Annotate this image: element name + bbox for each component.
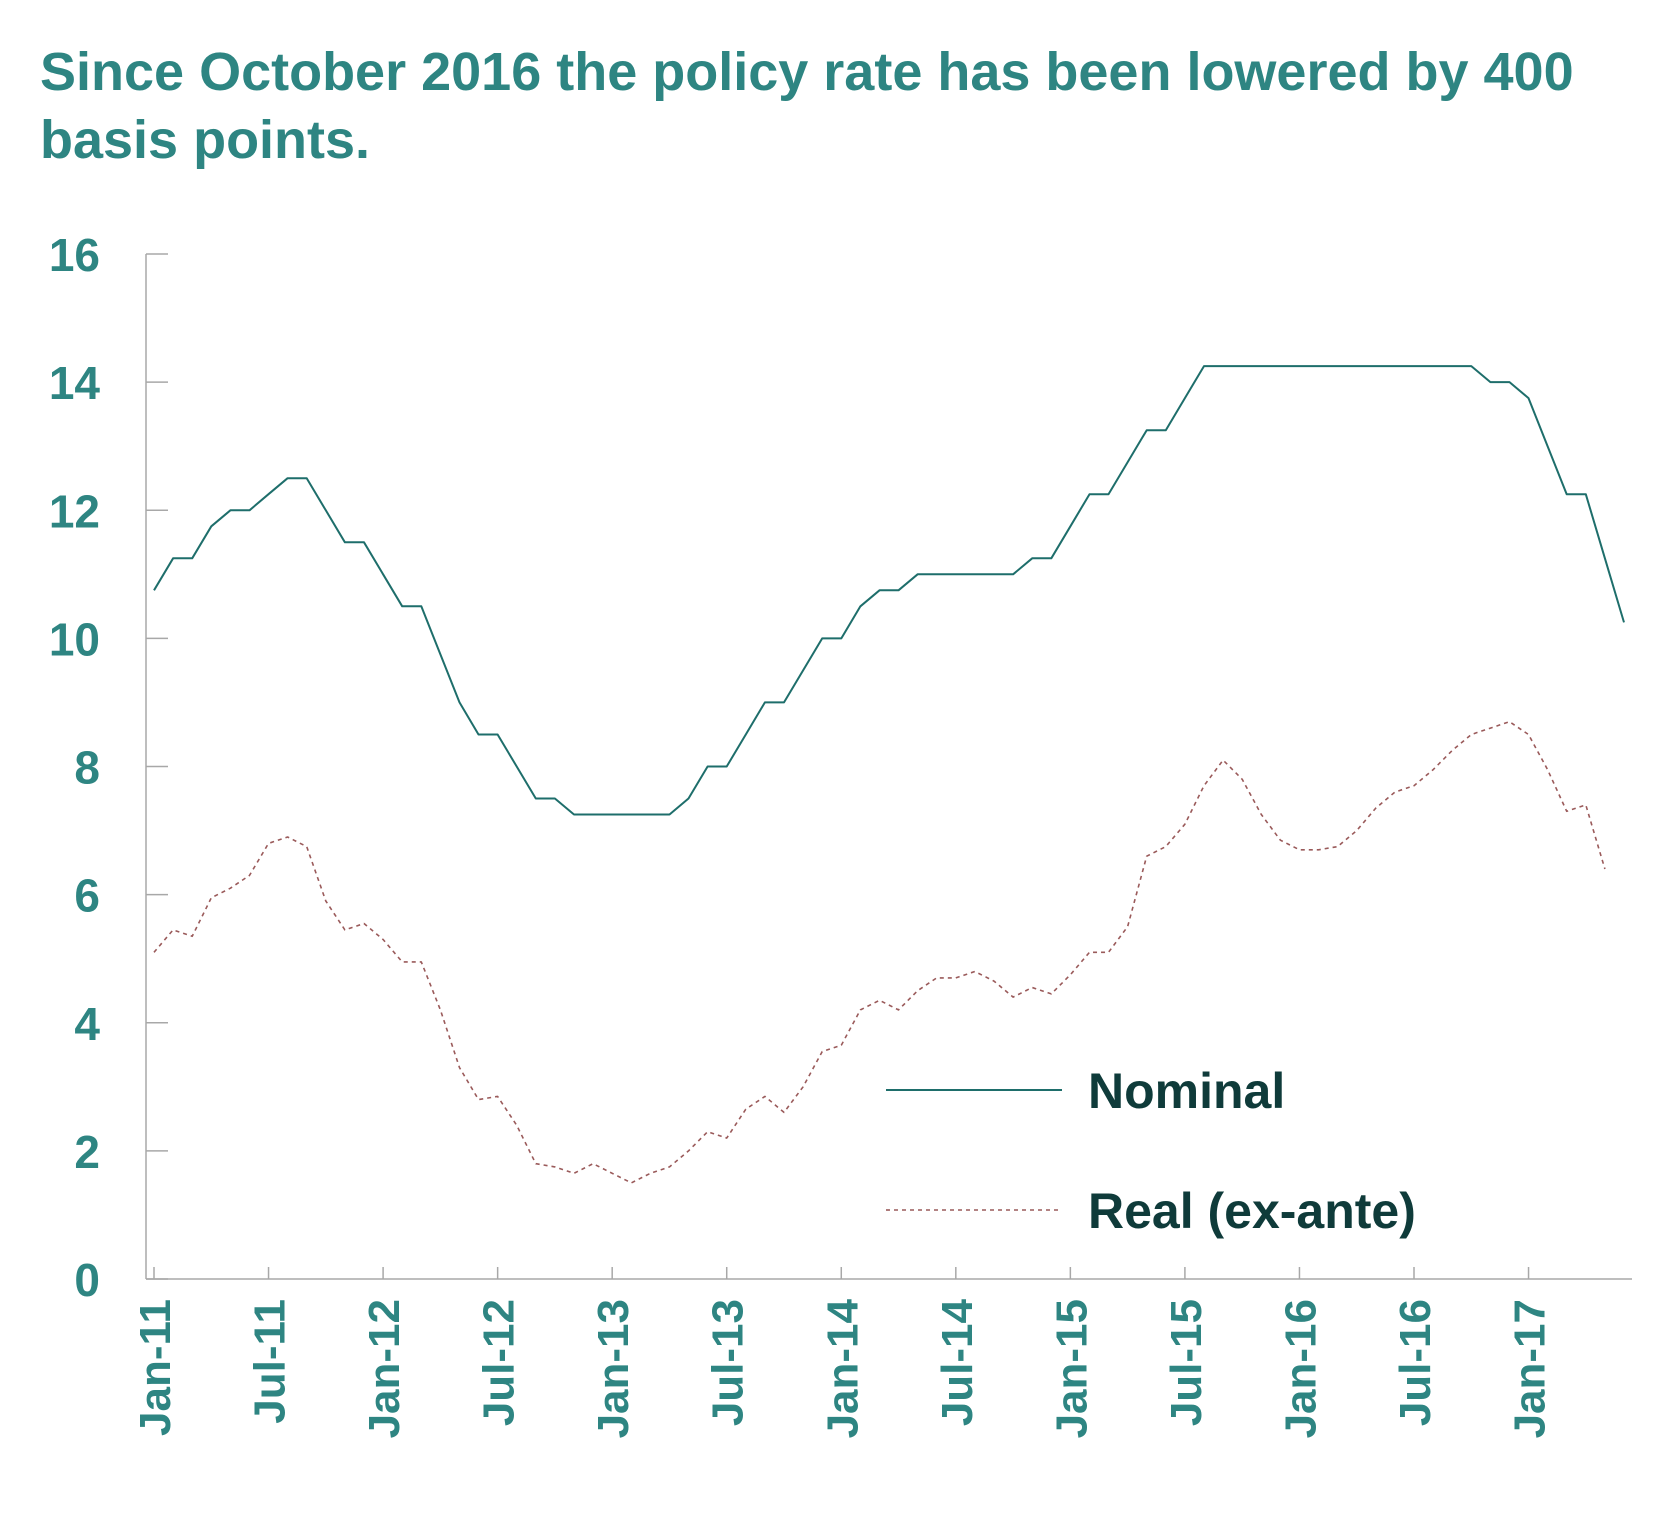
- y-tick-label: 6: [74, 870, 100, 922]
- chart-axes: [145, 254, 1632, 1280]
- x-tick-label: Jan-13: [589, 1299, 638, 1438]
- x-tick-label: Jan-11: [131, 1299, 180, 1436]
- legend-label: Nominal: [1088, 1063, 1285, 1119]
- series-line-real-ex-ante: [153, 720, 1606, 1184]
- x-tick-label: Jan-17: [1506, 1299, 1555, 1438]
- y-tick-label: 8: [74, 742, 100, 794]
- y-tick-label: 10: [49, 613, 100, 665]
- x-tick-label: Jan-15: [1047, 1299, 1096, 1438]
- x-tick-label: Jan-14: [818, 1298, 867, 1438]
- x-tick-label: Jul-14: [933, 1298, 982, 1426]
- y-tick-label: 2: [74, 1126, 100, 1178]
- x-tick-label: Jul-15: [1162, 1299, 1211, 1426]
- series-line-nominal: [153, 365, 1625, 816]
- x-tick-label: Jul-12: [475, 1299, 524, 1426]
- chart-legend: Nominal Real (ex-ante): [886, 1063, 1416, 1239]
- y-tick-label: 0: [74, 1254, 100, 1306]
- y-tick-label: 14: [49, 357, 101, 409]
- y-axis-ticks: 0 2 4 6 8 10 12 14 16: [49, 229, 168, 1306]
- y-tick-label: 12: [49, 485, 100, 537]
- y-tick-label: 16: [49, 229, 100, 281]
- legend-label: Real (ex-ante): [1088, 1183, 1416, 1239]
- x-tick-label: Jan-12: [360, 1299, 409, 1438]
- x-tick-label: Jul-13: [704, 1299, 753, 1426]
- x-tick-label: Jan-16: [1276, 1299, 1325, 1438]
- y-tick-label: 4: [74, 998, 100, 1050]
- x-axis-ticks: Jan-11 Jul-11 Jan-12 Jul-12 Jan-13 Jul-13 Jan-…: [131, 1267, 1555, 1438]
- chart-series: [153, 365, 1625, 1184]
- x-tick-label: Jul-11: [246, 1299, 295, 1424]
- x-tick-label: Jul-16: [1391, 1299, 1440, 1426]
- chart-title: Since October 2016 the policy rate has b…: [40, 42, 1574, 170]
